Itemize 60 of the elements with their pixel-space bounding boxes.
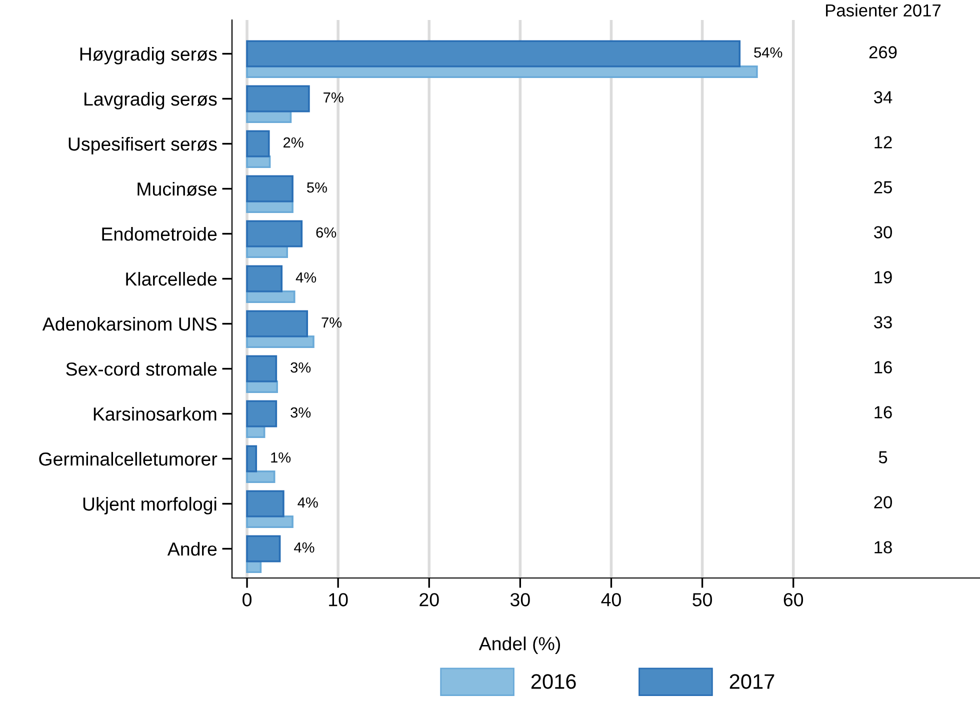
bar [246, 40, 741, 68]
x-tick-label: 40 [601, 593, 621, 606]
annotation: 12 [874, 136, 892, 148]
annotation: 269 [869, 46, 897, 58]
annotation: 16 [874, 406, 892, 418]
x-tick-label: 20 [420, 593, 439, 606]
y-tick-label: Klarcellede [126, 272, 217, 286]
data-label: 7% [324, 92, 344, 103]
x-tick-label: 50 [692, 593, 712, 606]
data-label: 3% [290, 407, 311, 418]
x-tick-label: 60 [784, 593, 804, 606]
bar [246, 400, 278, 428]
y-tick-label: Andre [167, 542, 217, 556]
annotation: 33 [874, 316, 892, 328]
y-tick-label: Uspesifisert serøs [68, 136, 217, 154]
bar [246, 470, 276, 484]
data-label: 5% [307, 182, 327, 193]
y-tick-label: Karsinosarkom [94, 406, 216, 421]
annotation: 30 [874, 226, 892, 238]
data-label: 2% [284, 137, 304, 148]
x-tick-label: 30 [510, 593, 530, 606]
bar [246, 535, 281, 562]
data-label: 1% [271, 452, 291, 463]
data-label: 6% [316, 227, 336, 238]
data-label: 7% [322, 317, 342, 328]
text: Pasienter 2017 [826, 4, 941, 17]
y-tick-label: Sex-cord stromale [66, 362, 217, 376]
bar [246, 85, 310, 112]
bar [246, 490, 284, 518]
data-label: 3% [290, 362, 311, 373]
annotation: 16 [874, 361, 892, 374]
y-tick-label: Ukjent morfologi [83, 496, 216, 514]
x-tick-label: 0 [242, 593, 252, 606]
annotation: 19 [874, 271, 892, 284]
bar [246, 310, 308, 338]
annotation: 18 [874, 541, 892, 554]
bar [246, 130, 270, 158]
annotation: 34 [874, 91, 892, 104]
legend-label: 2017 [730, 674, 774, 689]
bar [246, 265, 283, 292]
legend-label: 2016 [531, 674, 576, 689]
bar [246, 220, 303, 248]
annotation: 5 [878, 451, 888, 464]
y-tick-label: Mucinøse [138, 182, 217, 196]
bar [246, 355, 278, 382]
annotation: 25 [874, 181, 892, 194]
y-tick-label: Germinalcelletumorer [39, 452, 218, 466]
annotation: 20 [874, 496, 892, 508]
x-axis-title: Andel (%) [478, 636, 560, 654]
y-tick-label: Lavgradig serøs [84, 92, 217, 110]
y-tick-label: Høygradig serøs [80, 46, 217, 64]
bar [246, 445, 258, 472]
data-label: 4% [298, 497, 318, 508]
data-label: 4% [294, 542, 314, 553]
y-tick-label: Endometroide [102, 226, 217, 241]
y-tick-label: Adenokarsinom UNS [42, 316, 217, 331]
data-label: 54% [754, 47, 782, 58]
data-label: 4% [296, 272, 316, 283]
x-tick-label: 10 [329, 593, 348, 606]
bar [246, 175, 294, 202]
